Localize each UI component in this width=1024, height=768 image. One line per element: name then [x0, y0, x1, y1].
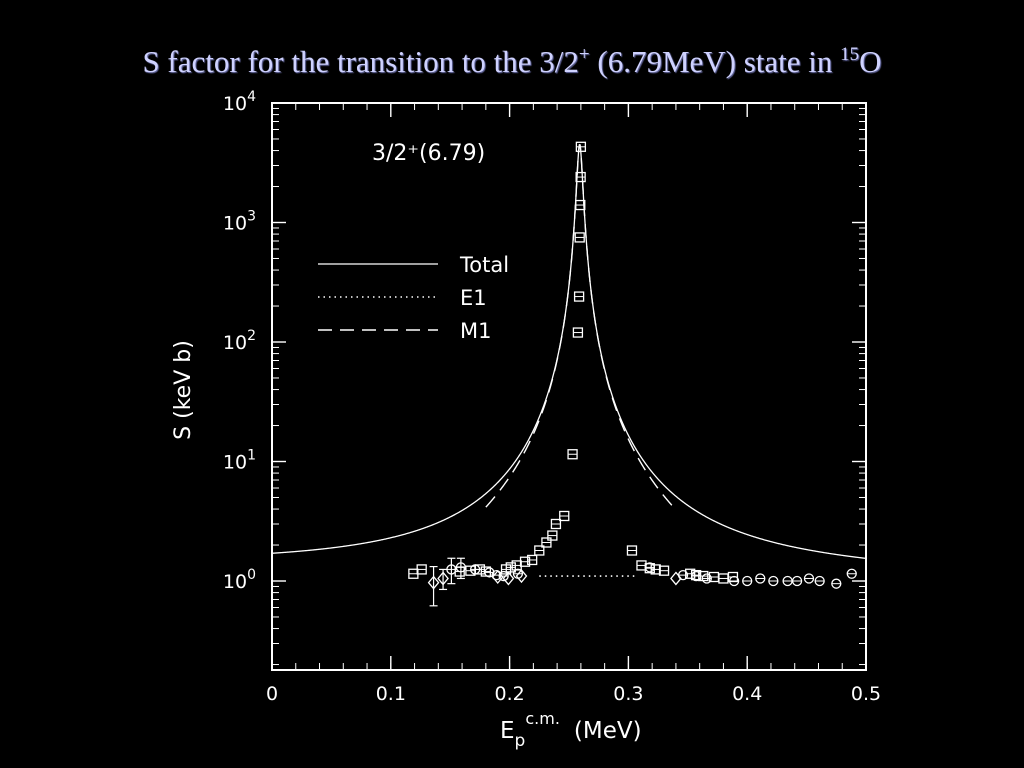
x-tick-label: 0.4	[732, 683, 762, 705]
data-point-diamond	[491, 569, 504, 585]
y-tick-label: 101	[223, 448, 256, 474]
x-axis-label: Ep c.m. (MeV)	[500, 709, 642, 751]
x-axis-label-subscript: p	[515, 731, 526, 751]
data-point-diamond	[437, 571, 449, 586]
legend-total-label: Total	[459, 253, 509, 277]
title-superscript-parity: +	[578, 44, 590, 65]
x-axis-label-unit: (MeV)	[574, 718, 642, 744]
x-tick-label: 0.3	[613, 683, 643, 705]
x-tick-label: 0.2	[494, 683, 524, 705]
title-text-mid: (6.79MeV) state in	[589, 44, 841, 79]
y-tick-label: 102	[223, 328, 256, 354]
x-tick-label: 0.5	[851, 683, 881, 705]
y-tick-label: 100	[223, 567, 256, 593]
legend-m1-label: M1	[460, 319, 491, 343]
y-tick-label: 104	[223, 89, 256, 115]
m1-curve	[485, 144, 677, 511]
x-tick-label: 0.1	[376, 683, 406, 705]
x-axis-label-superscript: c.m.	[525, 709, 560, 728]
y-tick-label: 103	[223, 209, 256, 235]
data-point-diamond	[515, 569, 528, 584]
title-superscript-mass-number: 15	[840, 44, 860, 65]
title-text-main: S factor for the transition to the 3/2	[142, 44, 579, 79]
legend: Total E1 M1	[318, 253, 509, 343]
data-point-diamond	[427, 575, 440, 590]
slide-title: S factor for the transition to the 3/2+ …	[0, 44, 1024, 80]
data-point-diamond	[670, 571, 682, 586]
total-curve	[271, 144, 867, 560]
plot-frame	[271, 102, 867, 671]
y-axis-label: S (keV b)	[171, 340, 196, 440]
title-text-element: O	[859, 44, 882, 79]
legend-e1-label: E1	[460, 286, 487, 310]
x-axis-label-symbol: E	[500, 718, 515, 744]
x-tick-label: 0	[266, 683, 278, 705]
resonance-annotation: 3/2⁺(6.79)	[372, 141, 485, 166]
data-point-diamond	[502, 571, 515, 586]
